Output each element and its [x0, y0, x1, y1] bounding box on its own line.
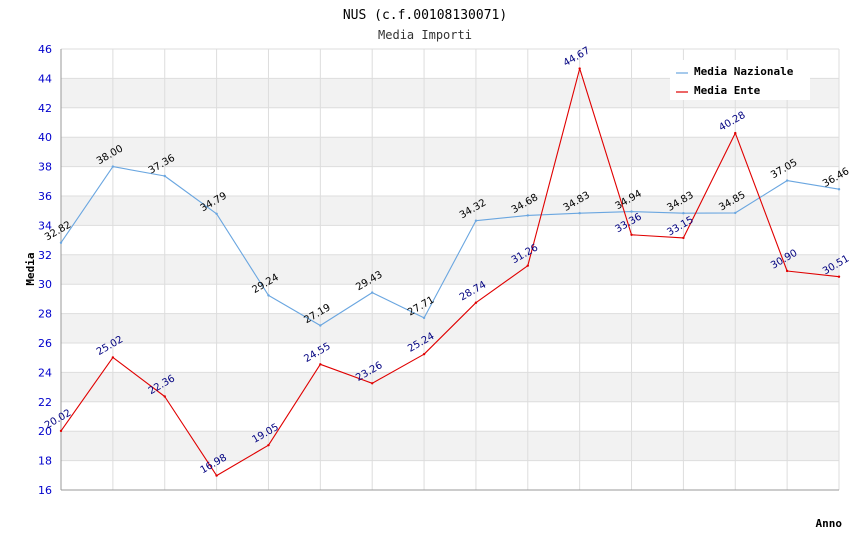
- y-tick-label: 36: [38, 190, 52, 203]
- y-tick-label: 42: [38, 102, 52, 115]
- data-point-media-ente: [111, 356, 115, 359]
- data-point-media-ente: [578, 67, 581, 70]
- data-point-media-ente: [474, 301, 478, 304]
- data-point-media-nazionale: [734, 211, 737, 215]
- y-tick-label: 18: [38, 455, 52, 468]
- data-point-media-ente: [785, 269, 789, 273]
- data-point-media-ente: [526, 264, 529, 267]
- grid-band: [61, 196, 839, 226]
- data-point-media-nazionale: [267, 294, 270, 297]
- legend-label-media-ente: Media Ente: [694, 84, 761, 97]
- y-tick-label: 20: [38, 425, 52, 438]
- data-point-media-ente: [630, 233, 633, 237]
- series-lines: [59, 67, 841, 477]
- y-tick-label: 44: [38, 72, 52, 85]
- legend-label-media-nazionale: Media Nazionale: [694, 65, 794, 78]
- y-tick-label: 28: [38, 308, 52, 321]
- data-point-media-nazionale: [630, 210, 633, 213]
- y-tick-label: 32: [38, 249, 52, 262]
- chart-subtitle: Media Importi: [378, 28, 472, 42]
- data-point-media-ente: [837, 275, 841, 278]
- data-point-media-ente: [734, 131, 737, 135]
- data-point-media-nazionale: [371, 291, 374, 294]
- chart-title: NUS (c.f.00108130071): [343, 8, 507, 23]
- data-point-media-nazionale: [682, 211, 685, 215]
- data-point-media-ente: [682, 236, 685, 240]
- data-point-media-ente: [59, 429, 63, 433]
- data-point-media-nazionale: [111, 165, 115, 168]
- data-label-media-ente: 40.28: [717, 110, 747, 134]
- y-tick-label: 40: [38, 131, 52, 144]
- data-point-media-nazionale: [215, 212, 218, 215]
- y-tick-label: 30: [38, 278, 52, 291]
- data-point-media-nazionale: [163, 174, 166, 178]
- grid-band: [61, 431, 839, 461]
- data-label-media-ente: 20.02: [43, 408, 73, 432]
- plot-axes: [60, 49, 839, 491]
- data-point-media-ente: [215, 474, 218, 477]
- series-line-media-ente: [60, 68, 840, 477]
- y-tick-labels: 16 18 20 22 24 26 28 30 32 34 36 38 40 42 44 46: [38, 43, 52, 497]
- legend: Media Nazionale Media Ente: [670, 60, 810, 100]
- y-tick-label: 22: [38, 396, 52, 409]
- y-tick-label: 34: [38, 219, 52, 232]
- series-line-media-nazionale: [60, 166, 840, 327]
- plot-bands: [61, 78, 839, 461]
- y-axis-label: Media: [24, 252, 37, 285]
- data-point-media-nazionale: [474, 219, 478, 222]
- data-label-media-ente: 24.55: [302, 341, 332, 365]
- y-tick-label: 26: [38, 337, 52, 350]
- data-point-media-nazionale: [837, 188, 841, 191]
- data-point-media-nazionale: [59, 241, 63, 244]
- data-point-media-ente: [319, 363, 322, 366]
- legend-box: [670, 60, 810, 100]
- data-point-media-nazionale: [526, 214, 529, 217]
- data-point-media-nazionale: [319, 324, 322, 327]
- data-point-media-nazionale: [422, 316, 426, 320]
- y-tick-label: 46: [38, 43, 52, 56]
- y-tick-label: 16: [38, 484, 52, 497]
- grid-band: [61, 137, 839, 167]
- grid-band: [61, 372, 839, 402]
- x-axis-label: Anno: [816, 517, 843, 530]
- data-point-media-nazionale: [578, 211, 581, 215]
- data-point-media-ente: [267, 443, 270, 447]
- data-point-media-ente: [163, 395, 166, 398]
- y-tick-label: 38: [38, 161, 52, 174]
- y-tick-label: 24: [38, 366, 52, 379]
- data-point-media-nazionale: [785, 179, 789, 182]
- data-point-media-ente: [422, 352, 426, 356]
- data-point-media-ente: [371, 382, 374, 385]
- data-label-media-nazionale: 36.46: [821, 166, 850, 190]
